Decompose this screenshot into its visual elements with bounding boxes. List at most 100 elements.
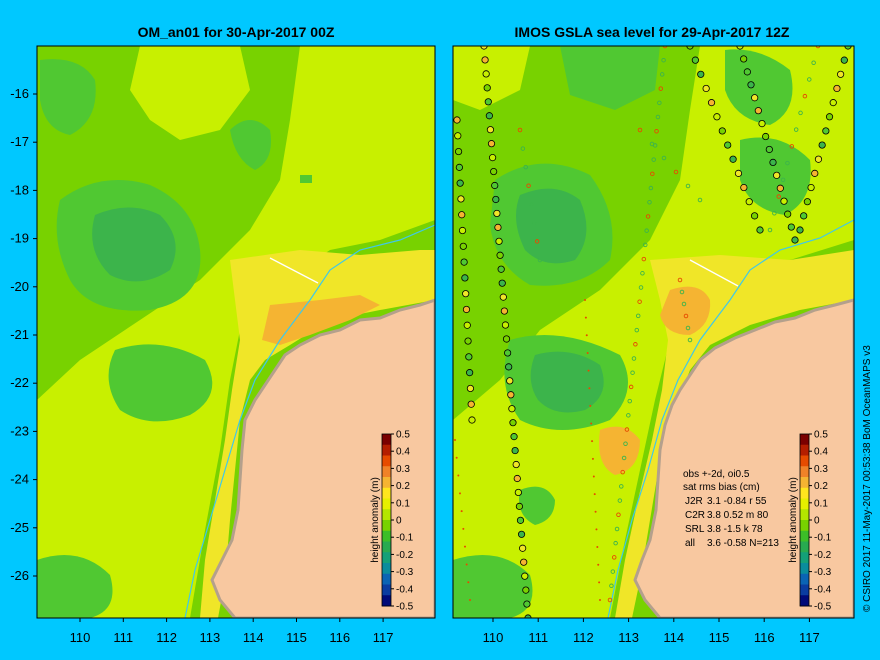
observation-marker bbox=[702, 84, 710, 93]
observation-marker bbox=[455, 163, 463, 171]
low-anomaly-region bbox=[300, 175, 312, 183]
very-low-anomaly-region bbox=[516, 188, 587, 264]
observation-marker bbox=[454, 147, 463, 156]
observation-marker bbox=[754, 107, 762, 115]
observation-marker bbox=[589, 404, 592, 407]
observation-marker bbox=[658, 86, 664, 91]
colorbar-tick-label: -0.3 bbox=[396, 567, 414, 578]
observation-marker bbox=[641, 256, 647, 262]
observation-marker bbox=[802, 93, 808, 99]
observation-marker bbox=[487, 140, 496, 148]
observation-marker bbox=[599, 599, 601, 601]
section-line bbox=[689, 259, 739, 287]
observation-marker bbox=[516, 516, 525, 524]
observation-marker bbox=[631, 356, 637, 361]
observation-marker bbox=[461, 274, 469, 282]
colorbar-segment bbox=[382, 466, 391, 478]
lon-tick-label: 116 bbox=[754, 630, 775, 645]
right-colorbar: 0.5 0.4 0.3 0.2 0.1 0 -0.1 -0.2 -0.3 -0.4 -0.5 heig… bbox=[788, 430, 832, 613]
observation-marker bbox=[822, 127, 830, 135]
observation-marker bbox=[592, 475, 595, 478]
observation-marker bbox=[469, 599, 471, 601]
colorbar-tick-label: 0.1 bbox=[814, 498, 828, 509]
colorbar-segment bbox=[800, 520, 809, 532]
observation-marker bbox=[724, 141, 732, 149]
stats-line-2: sat rms bias (cm) bbox=[683, 482, 760, 493]
stats-row-vals: 3.8 -1.5 k 78 bbox=[707, 524, 763, 535]
observation-marker bbox=[776, 184, 784, 192]
observation-marker bbox=[587, 369, 590, 372]
observation-marker bbox=[532, 220, 537, 226]
observation-marker bbox=[522, 586, 530, 594]
observation-marker bbox=[840, 56, 848, 64]
observation-marker bbox=[456, 179, 464, 187]
land-mass bbox=[633, 298, 854, 618]
observation-marker bbox=[800, 212, 808, 220]
lon-tick-label: 115 bbox=[709, 630, 730, 645]
observation-marker bbox=[679, 289, 685, 295]
observation-marker bbox=[637, 299, 642, 304]
observation-marker bbox=[607, 597, 613, 603]
stats-row-sat: C2R bbox=[685, 510, 705, 521]
observation-marker bbox=[657, 100, 662, 106]
observation-marker bbox=[590, 422, 593, 425]
colorbar-segment bbox=[800, 466, 809, 478]
lat-tick-label: -23 bbox=[10, 423, 29, 438]
observation-marker bbox=[468, 416, 476, 424]
observation-marker bbox=[609, 583, 614, 589]
section-line bbox=[269, 257, 319, 284]
observation-marker bbox=[506, 377, 514, 385]
observation-marker bbox=[628, 384, 634, 390]
observation-marker bbox=[803, 198, 811, 206]
observation-marker bbox=[520, 558, 528, 566]
observation-marker bbox=[697, 70, 705, 78]
observation-marker bbox=[673, 169, 679, 175]
observation-marker bbox=[585, 334, 588, 337]
right-map-frame bbox=[452, 45, 855, 619]
observation-marker bbox=[514, 488, 522, 497]
low-anomaly-region bbox=[230, 120, 271, 170]
observation-marker bbox=[621, 455, 627, 461]
left-lon-axis: 110 111 112 113 114 115 116 117 bbox=[70, 618, 393, 645]
observation-marker bbox=[687, 337, 693, 343]
observation-marker bbox=[509, 419, 517, 427]
observation-marker bbox=[772, 211, 777, 216]
observation-marker bbox=[466, 384, 475, 393]
colorbar-segment bbox=[382, 541, 391, 553]
observation-marker bbox=[751, 212, 759, 220]
observation-marker bbox=[520, 146, 526, 151]
observation-marker bbox=[457, 195, 465, 203]
observation-marker bbox=[707, 99, 716, 107]
low-anomaly-region bbox=[519, 486, 555, 525]
colorbar-tick-label: 0.2 bbox=[814, 481, 828, 492]
observation-marker bbox=[844, 46, 852, 50]
observation-marker bbox=[497, 265, 505, 273]
observation-marker bbox=[624, 427, 630, 432]
colorbar-segment bbox=[800, 541, 809, 553]
colorbar-tick-label: -0.4 bbox=[814, 584, 832, 595]
observation-marker bbox=[502, 335, 511, 343]
low-anomaly-region bbox=[40, 59, 96, 135]
colorbar-segment bbox=[382, 444, 391, 456]
observation-marker bbox=[529, 202, 534, 207]
lat-tick-label: -18 bbox=[10, 182, 29, 197]
left-map bbox=[37, 46, 435, 618]
lat-tick-label: -17 bbox=[10, 134, 29, 149]
observation-marker bbox=[833, 84, 841, 93]
observation-marker bbox=[791, 236, 799, 244]
observation-marker bbox=[465, 563, 468, 566]
observation-marker bbox=[515, 502, 524, 510]
lon-tick-label: 115 bbox=[286, 630, 307, 645]
observation-marker bbox=[588, 387, 591, 390]
observation-marker bbox=[643, 242, 648, 248]
observation-marker bbox=[613, 540, 618, 546]
observation-marker bbox=[807, 77, 812, 82]
colorbar-segment bbox=[800, 584, 809, 596]
observation-marker bbox=[526, 183, 531, 188]
observation-marker bbox=[729, 155, 737, 163]
observation-marker bbox=[482, 70, 490, 78]
observation-marker bbox=[825, 113, 834, 121]
stats-row-vals: 3.6 -0.58 N=213 bbox=[707, 538, 779, 549]
stats-row-sat: SRL bbox=[685, 524, 705, 535]
